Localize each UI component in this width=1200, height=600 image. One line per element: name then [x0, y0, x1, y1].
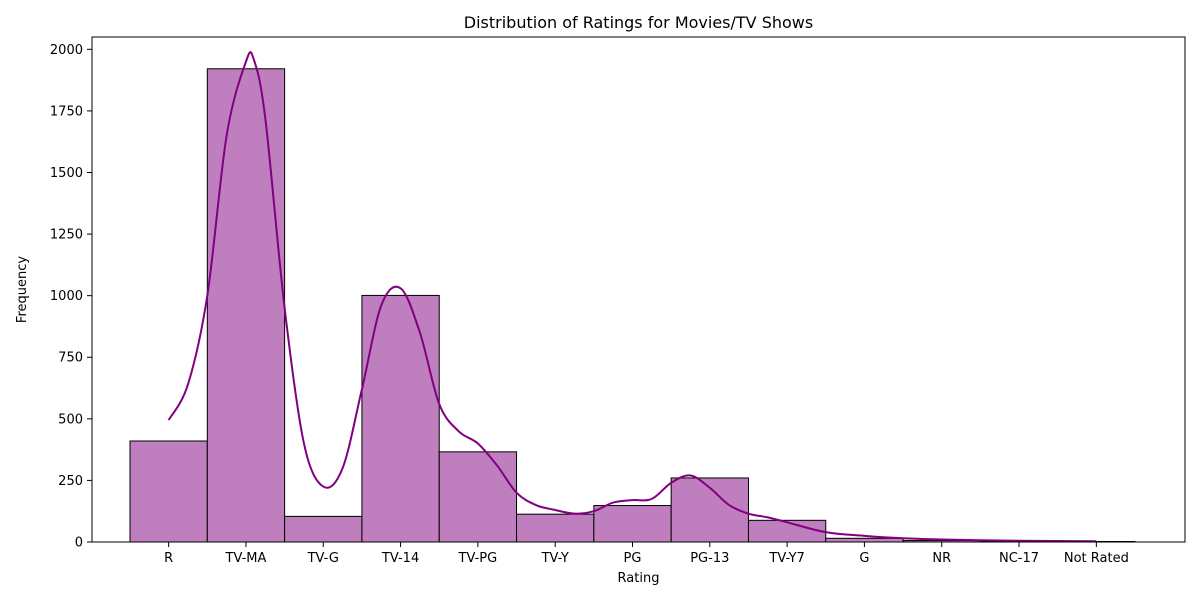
bar-r [129, 440, 208, 543]
bar-tv-14 [361, 294, 440, 543]
bar-g [825, 537, 904, 543]
x-tick-label: TV-Y [541, 551, 569, 566]
y-tick-label: 1000 [50, 289, 83, 304]
x-tick-label: PG [624, 551, 642, 566]
plot-frame [91, 36, 1186, 543]
y-tick-label: 1500 [50, 166, 83, 181]
chart-title: Distribution of Ratings for Movies/TV Sh… [464, 13, 813, 32]
x-tick-label: TV-Y7 [768, 551, 804, 566]
y-tick-label: 0 [75, 536, 83, 551]
y-tick-label: 250 [58, 474, 83, 489]
kde-curve [167, 51, 1097, 543]
x-tick-label: G [859, 551, 869, 566]
y-tick-label: 500 [58, 412, 83, 427]
x-tick-label: TV-MA [225, 551, 267, 566]
y-tick-label: 1250 [50, 228, 83, 243]
x-tick-label: Not Rated [1064, 551, 1129, 566]
y-axis-ticks: 0 250 500 750 1000 1250 1500 1750 2000 [50, 43, 92, 551]
bar-pg [593, 505, 672, 543]
x-axis-ticks: R TV-MA TV-G TV-14 TV-PG TV-Y PG PG-13 TV-Y7 G NR N… [164, 542, 1129, 566]
bar-tv-g [284, 515, 363, 543]
bar-tv-y7 [747, 519, 827, 543]
bar-tv-y [516, 513, 595, 543]
x-tick-label: TV-PG [458, 551, 498, 566]
x-tick-label: R [164, 551, 173, 566]
bar-tv-ma [206, 68, 286, 543]
y-tick-label: 750 [58, 351, 83, 366]
bars-layer [129, 68, 1136, 543]
bar-tv-pg [438, 451, 518, 543]
y-tick-label: 2000 [50, 43, 83, 58]
x-tick-label: NC-17 [999, 551, 1039, 566]
x-tick-label: NR [932, 551, 951, 566]
x-tick-label: PG-13 [690, 551, 729, 566]
y-axis-label: Frequency [15, 256, 30, 323]
x-tick-label: TV-14 [381, 551, 419, 566]
x-tick-label: TV-G [307, 551, 339, 566]
y-tick-label: 1750 [50, 104, 83, 119]
x-axis-label: Rating [618, 571, 660, 586]
